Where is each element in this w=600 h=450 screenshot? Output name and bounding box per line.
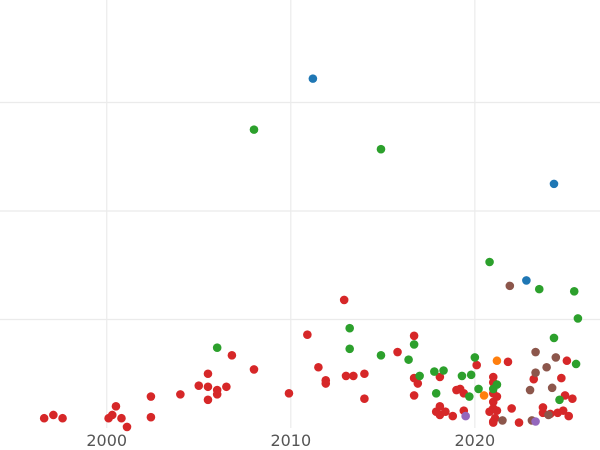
- data-point-red: [562, 356, 572, 366]
- data-point-blue: [522, 276, 531, 285]
- data-point-red: [488, 372, 498, 382]
- data-point-green: [376, 144, 386, 154]
- data-point-brown: [525, 385, 535, 395]
- data-points: [39, 74, 583, 432]
- data-point-red: [488, 418, 498, 427]
- data-point-red: [492, 406, 502, 415]
- data-point-brown: [542, 362, 551, 372]
- data-point-orange: [479, 391, 489, 400]
- data-point-blue: [549, 179, 559, 189]
- data-point-green: [555, 395, 564, 405]
- data-point-red: [435, 372, 445, 382]
- data-point-purple: [531, 417, 540, 426]
- data-point-red: [435, 402, 445, 411]
- data-point-green: [534, 284, 544, 294]
- data-point-green: [212, 343, 222, 353]
- data-point-green: [569, 286, 579, 296]
- data-point-red: [360, 394, 369, 404]
- x-axis: 2000 2010 2020: [86, 431, 495, 450]
- data-point-red: [360, 369, 369, 379]
- data-point-red: [409, 391, 419, 400]
- data-point-red: [558, 406, 568, 415]
- data-point-red: [448, 411, 458, 421]
- data-point-green: [404, 355, 413, 364]
- data-point-red: [503, 357, 513, 367]
- data-point-green: [415, 371, 424, 381]
- data-point-green: [474, 384, 483, 394]
- data-point-green: [249, 125, 259, 134]
- data-point-brown: [531, 368, 540, 377]
- data-point-red: [314, 362, 323, 372]
- x-tick-label-2000: 2000: [86, 431, 127, 450]
- data-point-red: [249, 365, 259, 374]
- data-point-green: [571, 359, 581, 369]
- data-point-red: [212, 390, 222, 399]
- data-point-red: [413, 379, 423, 388]
- data-point-green: [485, 257, 494, 267]
- data-point-red: [492, 392, 502, 401]
- data-point-green: [457, 371, 467, 381]
- data-point-brown: [505, 281, 515, 291]
- data-point-red: [339, 295, 349, 305]
- data-point-red: [514, 418, 524, 427]
- data-point-red: [203, 369, 213, 379]
- data-point-brown: [544, 410, 553, 420]
- data-point-brown: [531, 347, 540, 357]
- data-point-green: [466, 370, 476, 380]
- data-point-green: [465, 392, 474, 401]
- data-point-orange: [492, 356, 502, 366]
- x-tick-label-2010: 2010: [270, 431, 311, 450]
- data-point-green: [439, 366, 448, 375]
- data-point-red: [349, 371, 358, 381]
- data-point-red: [472, 360, 481, 370]
- data-point-green: [573, 314, 583, 323]
- data-point-red: [507, 404, 516, 413]
- data-point-green: [376, 351, 386, 360]
- data-point-green: [430, 367, 439, 376]
- data-point-green: [345, 323, 354, 333]
- data-point-red: [111, 402, 121, 411]
- data-point-green: [549, 333, 559, 343]
- data-point-red: [203, 395, 213, 405]
- data-point-red: [303, 330, 312, 339]
- data-point-red: [321, 379, 331, 388]
- data-point-red: [146, 412, 156, 422]
- data-point-red: [122, 422, 132, 432]
- data-point-green: [470, 353, 480, 362]
- grid: [0, 0, 600, 428]
- x-tick-label-2020: 2020: [454, 431, 495, 450]
- data-point-red: [393, 347, 402, 357]
- data-point-red: [409, 331, 419, 341]
- data-point-purple: [461, 411, 470, 421]
- data-point-brown: [498, 416, 507, 425]
- data-point-red: [49, 410, 58, 420]
- data-point-brown: [547, 383, 557, 393]
- data-point-green: [492, 380, 502, 389]
- data-point-red: [284, 388, 294, 398]
- data-point-red: [227, 351, 237, 360]
- data-point-red: [107, 410, 117, 420]
- data-point-red: [117, 413, 126, 423]
- data-point-green: [431, 388, 441, 398]
- data-point-red: [39, 413, 49, 423]
- data-point-green: [345, 344, 354, 354]
- data-point-red: [341, 371, 351, 381]
- data-point-brown: [551, 353, 561, 362]
- data-point-red: [222, 382, 231, 392]
- data-point-red: [441, 407, 450, 417]
- data-point-red: [58, 413, 67, 423]
- data-point-green: [409, 340, 419, 349]
- data-point-red: [146, 392, 156, 401]
- data-point-red: [203, 382, 213, 392]
- data-point-red: [529, 374, 539, 384]
- data-point-red: [176, 390, 185, 399]
- data-point-red: [557, 373, 566, 383]
- data-point-red: [194, 381, 204, 390]
- data-point-red: [568, 394, 577, 404]
- data-point-red: [564, 411, 574, 421]
- data-point-blue: [308, 74, 318, 83]
